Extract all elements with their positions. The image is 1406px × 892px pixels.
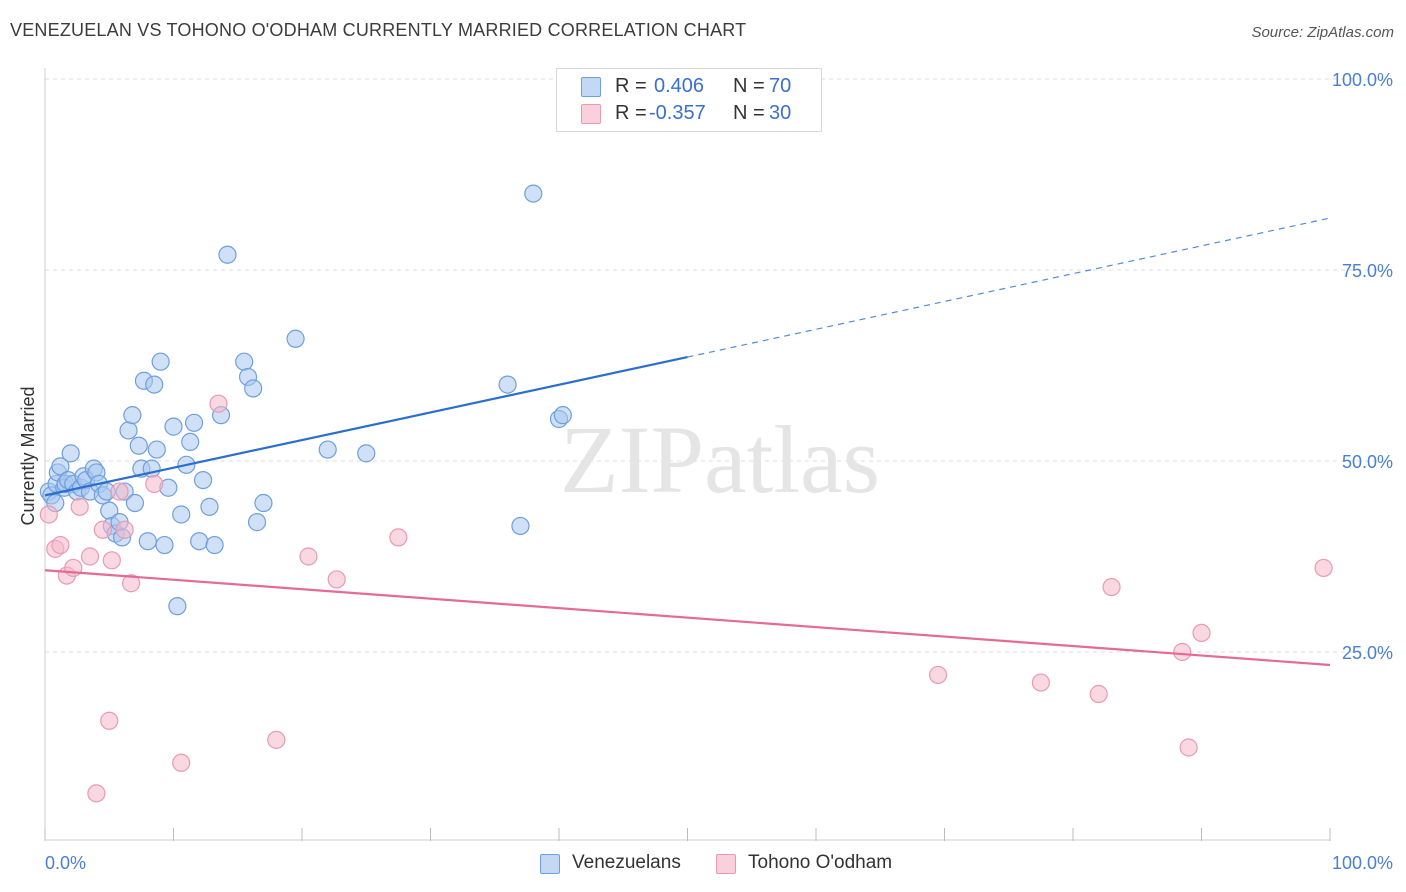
venezuelan-point xyxy=(254,493,273,513)
tohono-point xyxy=(1031,673,1050,692)
tohono-point xyxy=(121,574,141,593)
venezuelan-point xyxy=(193,471,213,490)
venezuelan-point xyxy=(172,505,191,524)
tohono-point xyxy=(209,394,228,413)
tohono-point xyxy=(87,784,106,803)
tohono-point xyxy=(172,753,191,772)
venezuelan-point xyxy=(129,436,148,455)
venezuelan-point xyxy=(119,421,138,440)
tohono-point xyxy=(39,505,58,524)
venezuelan-point xyxy=(147,440,166,459)
tick-labels: 25.0% 50.0% 75.0% 100.0% 0.0% 100.0% xyxy=(45,70,1393,873)
y-axis-label: Currently Married xyxy=(18,386,38,525)
data-points xyxy=(39,184,1333,803)
legend-r-value: 0.406 xyxy=(654,75,705,97)
venezuelan-point xyxy=(218,245,237,264)
trend-lines xyxy=(44,217,1331,667)
venezuelan-trend-line xyxy=(44,356,688,497)
legend-n-label: N = xyxy=(733,75,765,97)
venezuelan-point xyxy=(138,532,157,551)
venezuelan-point xyxy=(318,440,337,459)
legend-swatch-blue xyxy=(581,77,601,97)
legend-swatch-pink xyxy=(581,104,601,124)
venezuelan-point xyxy=(511,516,530,536)
venezuelan-point xyxy=(247,513,267,532)
source-credit: Source: ZipAtlas.com xyxy=(1251,24,1394,41)
venezuelan-point xyxy=(61,444,80,463)
venezuelan-point xyxy=(235,352,254,371)
tohono-point xyxy=(64,558,83,578)
venezuelan-point xyxy=(184,413,204,432)
tohono-point xyxy=(1192,623,1211,643)
x-tick-label: 100.0% xyxy=(1332,853,1393,873)
venezuelan-point xyxy=(151,352,170,371)
axes xyxy=(44,68,1331,841)
venezuelan-point xyxy=(181,432,200,451)
watermark: ZIPatlas xyxy=(560,406,880,513)
tohono-point xyxy=(145,474,164,494)
legend-r-value: -0.357 xyxy=(649,102,706,124)
venezuelan-trend-extension xyxy=(687,217,1331,358)
venezuelan-point xyxy=(145,375,164,394)
y-tick-label: 75.0% xyxy=(1342,261,1393,281)
venezuelan-point xyxy=(357,444,376,463)
legend-n-value: 30 xyxy=(769,102,792,124)
tohono-point xyxy=(51,535,70,555)
chart-title: VENEZUELAN VS TOHONO O'ODHAM CURRENTLY M… xyxy=(10,20,747,40)
tohono-point xyxy=(299,547,318,566)
tohono-point xyxy=(110,482,129,501)
x-tick-label: 0.0% xyxy=(45,853,86,873)
venezuelan-point xyxy=(190,532,209,551)
tohono-point xyxy=(102,551,121,570)
venezuelan-point xyxy=(244,379,263,398)
tohono-point xyxy=(1173,642,1192,662)
legend-r-label: R = xyxy=(615,102,647,124)
legend-r-label: R = xyxy=(615,75,647,97)
venezuelan-point xyxy=(125,493,145,513)
legend-swatch-blue xyxy=(540,854,560,874)
y-tick-label: 25.0% xyxy=(1342,643,1393,663)
tohono-point xyxy=(80,547,100,566)
tohono-trend-line xyxy=(44,569,1331,667)
legend-n-value: 70 xyxy=(769,75,792,97)
tohono-point xyxy=(100,711,119,730)
venezuelan-point xyxy=(164,417,183,436)
tohono-point xyxy=(93,520,112,539)
venezuelan-point xyxy=(123,406,142,425)
tohono-point xyxy=(1179,738,1198,757)
y-tick-label: 100.0% xyxy=(1332,70,1393,90)
venezuelan-point xyxy=(168,597,187,616)
venezuelan-point xyxy=(498,375,517,394)
tohono-point xyxy=(70,497,89,516)
y-tick-label: 50.0% xyxy=(1342,452,1393,472)
legend-label: Tohono O'odham xyxy=(748,852,893,873)
stats-legend: R = 0.406 N = 70 R = -0.357 N = 30 xyxy=(556,68,822,132)
tohono-point xyxy=(928,665,948,685)
tohono-point xyxy=(115,520,134,539)
legend-swatch-pink xyxy=(716,854,736,874)
venezuelan-point xyxy=(286,329,305,348)
tohono-point xyxy=(1102,577,1121,597)
tohono-point xyxy=(389,528,408,547)
legend-label: Venezuelans xyxy=(572,852,681,873)
venezuelan-point xyxy=(205,535,224,555)
venezuelan-point xyxy=(553,406,572,425)
venezuelan-point xyxy=(51,457,70,476)
legend-n-label: N = xyxy=(733,102,765,124)
tohono-point xyxy=(1314,558,1333,578)
venezuelan-point xyxy=(200,497,219,516)
venezuelan-point xyxy=(155,535,174,555)
tohono-point xyxy=(327,570,346,589)
tohono-point xyxy=(1089,684,1108,704)
venezuelan-point xyxy=(524,184,543,203)
tohono-point xyxy=(267,730,286,749)
